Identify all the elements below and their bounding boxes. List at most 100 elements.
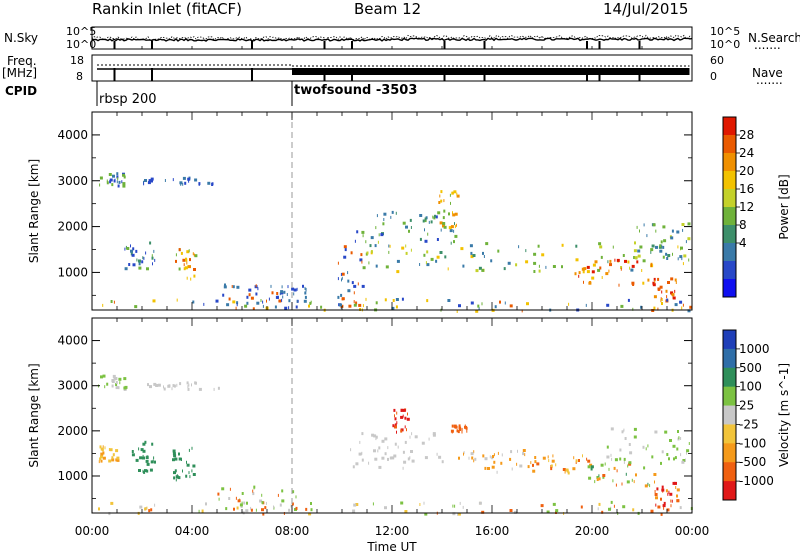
- power-cell: [451, 191, 453, 195]
- power-cell: [525, 249, 527, 253]
- power-cell: [641, 269, 643, 272]
- power-cell: [503, 267, 506, 271]
- power-cell: [454, 225, 456, 229]
- power-cell: [410, 226, 412, 229]
- velocity-cell: [644, 484, 648, 488]
- power-cell: [639, 229, 640, 233]
- power-cell: [109, 178, 113, 182]
- velocity-cell: [146, 455, 149, 459]
- power-region-7: [354, 210, 458, 244]
- velocity-cell: [594, 480, 596, 484]
- velocity-cell: [104, 385, 106, 389]
- power-cell: [284, 306, 288, 310]
- velocity-cell: [241, 501, 243, 505]
- velocity-colorbar-seg: [723, 443, 736, 463]
- velocity-cell: [110, 501, 114, 505]
- velocity-region-9: [530, 454, 593, 475]
- power-cell: [515, 263, 518, 267]
- velocity-cell: [482, 454, 485, 458]
- power-cell: [639, 245, 643, 249]
- power-cell: [190, 277, 192, 281]
- power-cell: [654, 280, 656, 283]
- power-cell: [178, 267, 181, 271]
- noise-left-tick-top: 10^5: [66, 25, 97, 38]
- power-cell: [143, 182, 145, 186]
- velocity-cell: [678, 436, 680, 440]
- power-cell: [659, 285, 663, 289]
- velocity-cell: [394, 423, 397, 427]
- power-cell: [106, 179, 108, 183]
- velocity-region-0: [98, 374, 128, 391]
- power-cell: [231, 285, 233, 288]
- power-cell: [362, 266, 366, 270]
- power-colorbar-label-0: 28: [739, 128, 754, 142]
- velocity-cell: [686, 451, 687, 455]
- velocity-cell: [428, 437, 430, 441]
- velocity-cell: [424, 456, 428, 460]
- power-cell: [337, 261, 339, 265]
- power-cell: [670, 236, 674, 240]
- velocity-region-8: [458, 449, 530, 474]
- power-cell: [384, 298, 387, 302]
- velocity-cell: [566, 469, 569, 473]
- power-cell: [439, 194, 441, 198]
- power-cell: [193, 274, 196, 278]
- power-cell: [477, 304, 480, 308]
- power-colorbar-label-3: 16: [739, 182, 754, 196]
- velocity-cell: [461, 430, 463, 434]
- velocity-cell: [279, 503, 282, 507]
- power-cell: [362, 304, 364, 308]
- power-cell: [153, 249, 155, 253]
- power-cell: [154, 258, 156, 262]
- date-label: 14/Jul/2015: [603, 0, 689, 18]
- velocity-cell: [555, 463, 557, 467]
- power-cell: [308, 304, 310, 308]
- power-cell: [661, 290, 663, 294]
- power-cell: [561, 243, 564, 247]
- velocity-cell: [600, 463, 604, 467]
- velocity-cell: [588, 476, 592, 480]
- velocity-cell: [458, 424, 461, 428]
- velocity-cell: [144, 507, 147, 511]
- velocity-colorbar-seg: [723, 386, 736, 407]
- velocity-cell: [217, 492, 220, 496]
- velocity-region-5: [350, 432, 444, 470]
- power-cell: [128, 263, 131, 266]
- power-cell: [419, 237, 422, 241]
- power-cell: [423, 253, 426, 257]
- power-cell: [293, 288, 297, 292]
- velocity-cell: [392, 424, 395, 428]
- power-cell: [578, 274, 580, 278]
- power-cell: [419, 263, 421, 266]
- power-cell: [226, 303, 230, 307]
- power-cell: [662, 225, 666, 229]
- velocity-cell: [532, 469, 536, 473]
- power-cell: [274, 305, 277, 309]
- nsearch-label: N.Search: [748, 31, 800, 45]
- power-cell: [526, 302, 529, 306]
- power-cell: [303, 299, 307, 303]
- power-cell: [443, 209, 446, 213]
- velocity-cell: [411, 459, 415, 463]
- power-cell: [222, 293, 225, 297]
- velocity-cell: [645, 447, 647, 451]
- velocity-cell: [664, 430, 668, 434]
- velocity-cell: [552, 454, 554, 458]
- velocity-cell: [111, 384, 114, 388]
- power-cell: [232, 300, 236, 304]
- velocity-cell: [228, 497, 231, 500]
- nave-label: Nave: [752, 66, 783, 80]
- power-cell: [598, 242, 602, 246]
- power-cell: [246, 301, 249, 305]
- power-cell: [430, 257, 434, 261]
- velocity-cell: [671, 499, 673, 503]
- velocity-cell: [400, 408, 404, 412]
- power-cell: [359, 258, 363, 262]
- velocity-cell: [409, 456, 411, 460]
- velocity-cell: [511, 467, 513, 471]
- power-cell: [281, 285, 283, 289]
- velocity-cell: [484, 457, 488, 461]
- velocity-cell: [631, 478, 633, 482]
- power-cell: [605, 272, 609, 276]
- velocity-cell: [407, 412, 408, 416]
